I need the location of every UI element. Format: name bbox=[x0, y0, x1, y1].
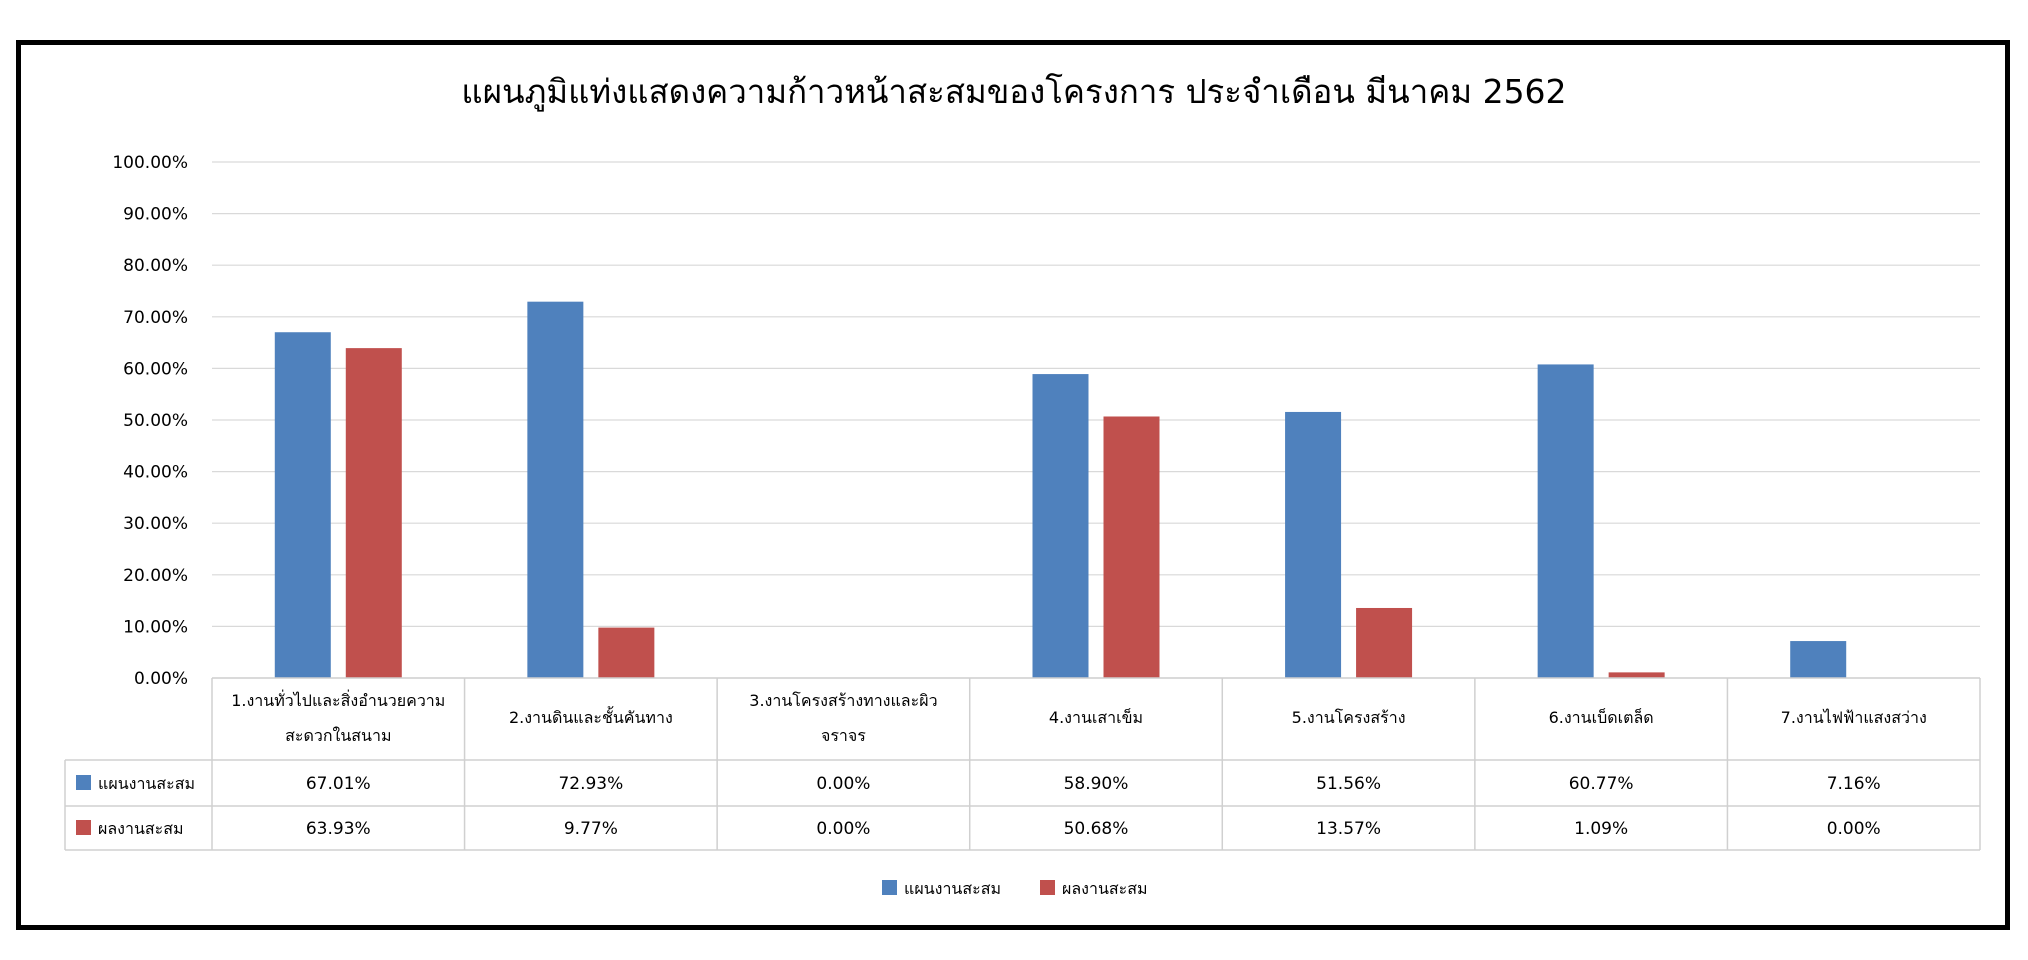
y-tick-label: 30.00% bbox=[123, 514, 188, 534]
bar bbox=[345, 348, 402, 678]
category-label: 5.งานโครงสร้าง bbox=[1292, 708, 1406, 727]
y-tick-label: 0.00% bbox=[134, 669, 188, 689]
category-label: 1.งานทั่วไปและสิ่งอำนวยความ bbox=[231, 689, 445, 710]
category-label: จราจร bbox=[821, 726, 866, 745]
bar bbox=[1103, 416, 1160, 678]
chart-title: แผนภูมิแท่งแสดงความก้าวหน้าสะสมของโครงกา… bbox=[461, 72, 1566, 112]
data-label: 1.09% bbox=[1574, 819, 1628, 839]
data-label: 7.16% bbox=[1827, 774, 1881, 794]
bar bbox=[598, 627, 655, 678]
y-tick-label: 10.00% bbox=[123, 617, 188, 637]
y-tick-label: 50.00% bbox=[123, 411, 188, 431]
data-label: 63.93% bbox=[306, 819, 371, 839]
category-label: สะดวกในสนาม bbox=[285, 726, 391, 745]
category-label: 7.งานไฟฟ้าแสงสว่าง bbox=[1781, 708, 1927, 727]
y-tick-label: 70.00% bbox=[123, 308, 188, 328]
data-label: 13.57% bbox=[1316, 819, 1381, 839]
bar bbox=[274, 332, 331, 678]
bar bbox=[1608, 672, 1665, 678]
category-label: 6.งานเบ็ดเตล็ด bbox=[1549, 707, 1654, 727]
bar bbox=[527, 301, 584, 678]
bar bbox=[1032, 374, 1089, 678]
category-label: 3.งานโครงสร้างทางและผิว bbox=[749, 691, 937, 710]
table-series-name: แผนงานสะสม bbox=[98, 774, 195, 793]
y-tick-label: 90.00% bbox=[123, 205, 188, 225]
legend-label: ผลงานสะสม bbox=[1062, 879, 1148, 898]
data-label: 50.68% bbox=[1064, 819, 1129, 839]
data-label: 58.90% bbox=[1064, 774, 1129, 794]
table-legend-key bbox=[76, 775, 91, 790]
table-series-name: ผลงานสะสม bbox=[98, 819, 184, 838]
y-tick-label: 20.00% bbox=[123, 566, 188, 586]
table-legend-key bbox=[76, 820, 91, 835]
data-label: 0.00% bbox=[1827, 819, 1881, 839]
legend-key bbox=[1040, 880, 1055, 895]
y-tick-label: 80.00% bbox=[123, 256, 188, 276]
data-label: 51.56% bbox=[1316, 774, 1381, 794]
data-label: 0.00% bbox=[816, 819, 870, 839]
legend-label: แผนงานสะสม bbox=[904, 879, 1001, 898]
bar bbox=[1356, 607, 1413, 678]
data-label: 67.01% bbox=[306, 774, 371, 794]
bar bbox=[1790, 641, 1847, 678]
legend-key bbox=[882, 880, 897, 895]
data-label: 72.93% bbox=[558, 774, 623, 794]
y-tick-label: 40.00% bbox=[123, 463, 188, 483]
data-label: 0.00% bbox=[816, 774, 870, 794]
data-label: 60.77% bbox=[1569, 774, 1634, 794]
category-label: 4.งานเสาเข็ม bbox=[1049, 707, 1143, 727]
bar bbox=[1285, 411, 1342, 678]
y-tick-label: 100.00% bbox=[112, 153, 188, 173]
category-label: 2.งานดินและชั้นคันทาง bbox=[509, 706, 673, 727]
y-tick-label: 60.00% bbox=[123, 359, 188, 379]
data-label: 9.77% bbox=[564, 819, 618, 839]
bar bbox=[1537, 364, 1594, 678]
